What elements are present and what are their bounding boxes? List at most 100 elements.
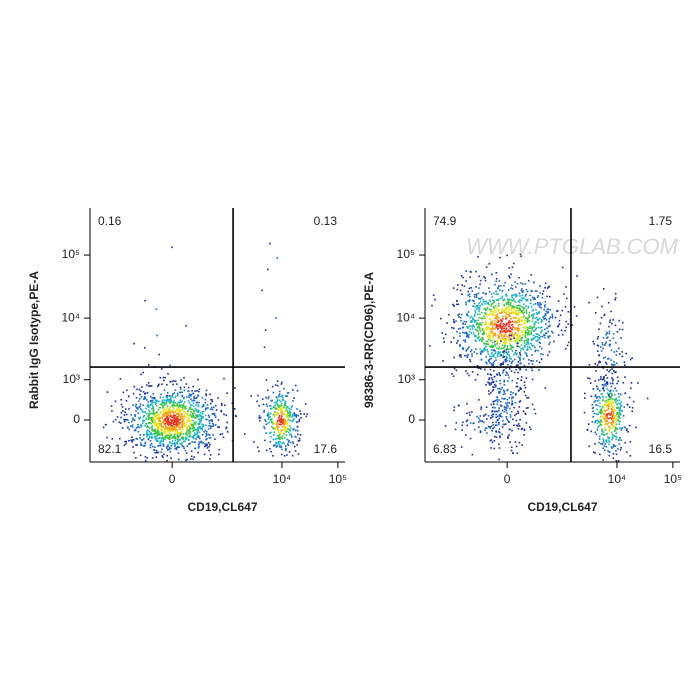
event-dot (137, 424, 139, 426)
event-dot (138, 426, 140, 429)
event-dot (179, 411, 181, 414)
event-dot (259, 416, 262, 419)
event-dot (305, 415, 308, 418)
event-dot (468, 411, 471, 414)
event-dot (475, 348, 477, 350)
event-dot (510, 449, 513, 452)
event-dot (432, 294, 435, 296)
event-dot (615, 401, 617, 403)
event-dot (163, 389, 166, 391)
event-dot (480, 406, 483, 408)
event-dot (489, 373, 492, 376)
event-dot (291, 413, 294, 416)
event-dot (540, 353, 542, 355)
event-dot (490, 374, 492, 376)
event-dot (602, 396, 605, 398)
event-dot (136, 407, 139, 409)
event-dot (456, 300, 458, 303)
event-dot (186, 458, 188, 461)
event-dot (285, 409, 288, 412)
event-dot (515, 419, 518, 422)
event-dot (606, 420, 608, 422)
event-dot (539, 331, 542, 334)
event-dot (498, 447, 501, 449)
event-dot (472, 305, 474, 307)
event-dot (223, 413, 225, 416)
event-dot (287, 405, 289, 408)
event-dot (517, 317, 519, 319)
event-dot (517, 314, 520, 316)
event-dot (603, 434, 605, 437)
event-dot (517, 331, 520, 334)
event-dot (135, 397, 138, 399)
event-dot (512, 294, 514, 296)
event-dot (290, 408, 292, 410)
event-dot (496, 287, 499, 290)
event-dot (491, 340, 494, 342)
event-dot (492, 306, 495, 308)
event-dot (164, 435, 167, 438)
event-dot (224, 404, 226, 407)
event-dot (177, 412, 179, 415)
event-dot (180, 426, 182, 429)
event-dot (503, 330, 506, 333)
event-dot (173, 380, 175, 382)
event-dot (540, 335, 542, 338)
event-dot (152, 407, 155, 409)
event-dot (503, 406, 506, 408)
event-dot (491, 441, 494, 444)
event-dot (605, 439, 607, 441)
event-dot (285, 429, 287, 432)
event-dot (612, 444, 615, 446)
event-dot (203, 431, 205, 433)
event-dot (496, 419, 498, 422)
event-dot (502, 315, 504, 318)
event-dot (285, 427, 288, 430)
event-dot (498, 458, 500, 461)
event-dot (185, 438, 188, 440)
event-dot (597, 399, 600, 402)
event-dot (479, 298, 482, 300)
event-dot (519, 386, 522, 389)
event-dot (278, 406, 280, 408)
event-dot (197, 428, 200, 430)
event-dot (167, 419, 169, 421)
event-dot (606, 383, 609, 385)
event-dot (482, 299, 485, 301)
event-dot (541, 320, 543, 322)
event-dot (604, 443, 606, 445)
event-dot (496, 401, 499, 403)
event-dot (178, 413, 180, 415)
event-dot (605, 440, 608, 442)
event-dot (626, 403, 629, 406)
event-dot (507, 329, 509, 332)
event-dot (511, 320, 514, 323)
event-dot (490, 303, 493, 305)
event-dot (615, 362, 618, 365)
event-dot (193, 416, 195, 418)
event-dot (196, 409, 198, 411)
event-dot (509, 342, 511, 345)
event-dot (296, 425, 299, 428)
event-dot (279, 420, 282, 422)
event-dot (278, 432, 281, 435)
event-dot (471, 290, 474, 292)
event-dot (479, 431, 482, 434)
event-dot (604, 356, 606, 358)
event-dot (492, 299, 494, 301)
event-dot (162, 443, 164, 445)
event-dot (532, 338, 534, 341)
event-dot (169, 438, 171, 440)
event-dot (517, 423, 520, 425)
event-dot (613, 363, 616, 366)
event-dot (517, 342, 520, 345)
event-dot (132, 439, 135, 441)
event-dot (599, 361, 602, 363)
event-dot (172, 404, 175, 407)
event-dot (611, 421, 614, 424)
event-dot (198, 410, 200, 413)
event-dot (486, 349, 488, 351)
event-dot (524, 317, 527, 319)
event-dot (616, 407, 618, 409)
event-dot (521, 309, 524, 312)
